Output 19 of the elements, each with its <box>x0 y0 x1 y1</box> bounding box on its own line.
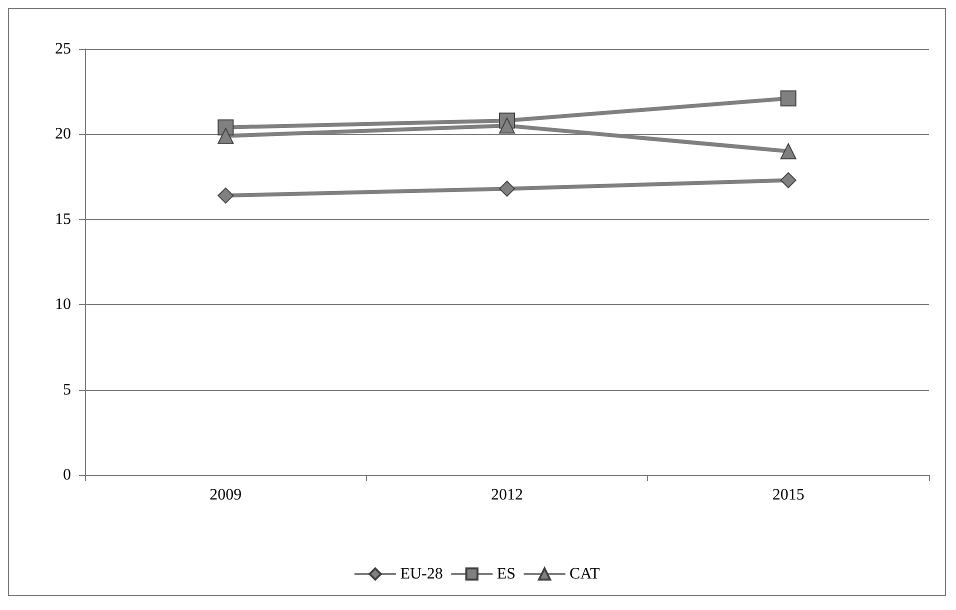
point <box>499 118 515 134</box>
x-tick-label: 2009 <box>210 486 242 504</box>
y-tick-label: 0 <box>63 466 71 484</box>
y-tick-label: 25 <box>55 40 71 58</box>
y-tick-label: 20 <box>55 126 71 143</box>
point <box>780 172 796 188</box>
legend-label: CAT <box>570 566 600 582</box>
point <box>218 128 234 144</box>
point <box>780 90 796 106</box>
point <box>218 188 234 204</box>
legend-label: ES <box>496 566 516 582</box>
y-tick-label: 15 <box>55 210 71 228</box>
y-tick-label: 5 <box>63 381 71 398</box>
point <box>499 180 515 197</box>
x-tick-label: 2015 <box>772 486 804 504</box>
legend-label: EU-28 <box>400 566 443 582</box>
x-tick-label: 2012 <box>491 486 523 504</box>
point <box>780 143 796 160</box>
y-tick-label: 10 <box>55 296 71 314</box>
